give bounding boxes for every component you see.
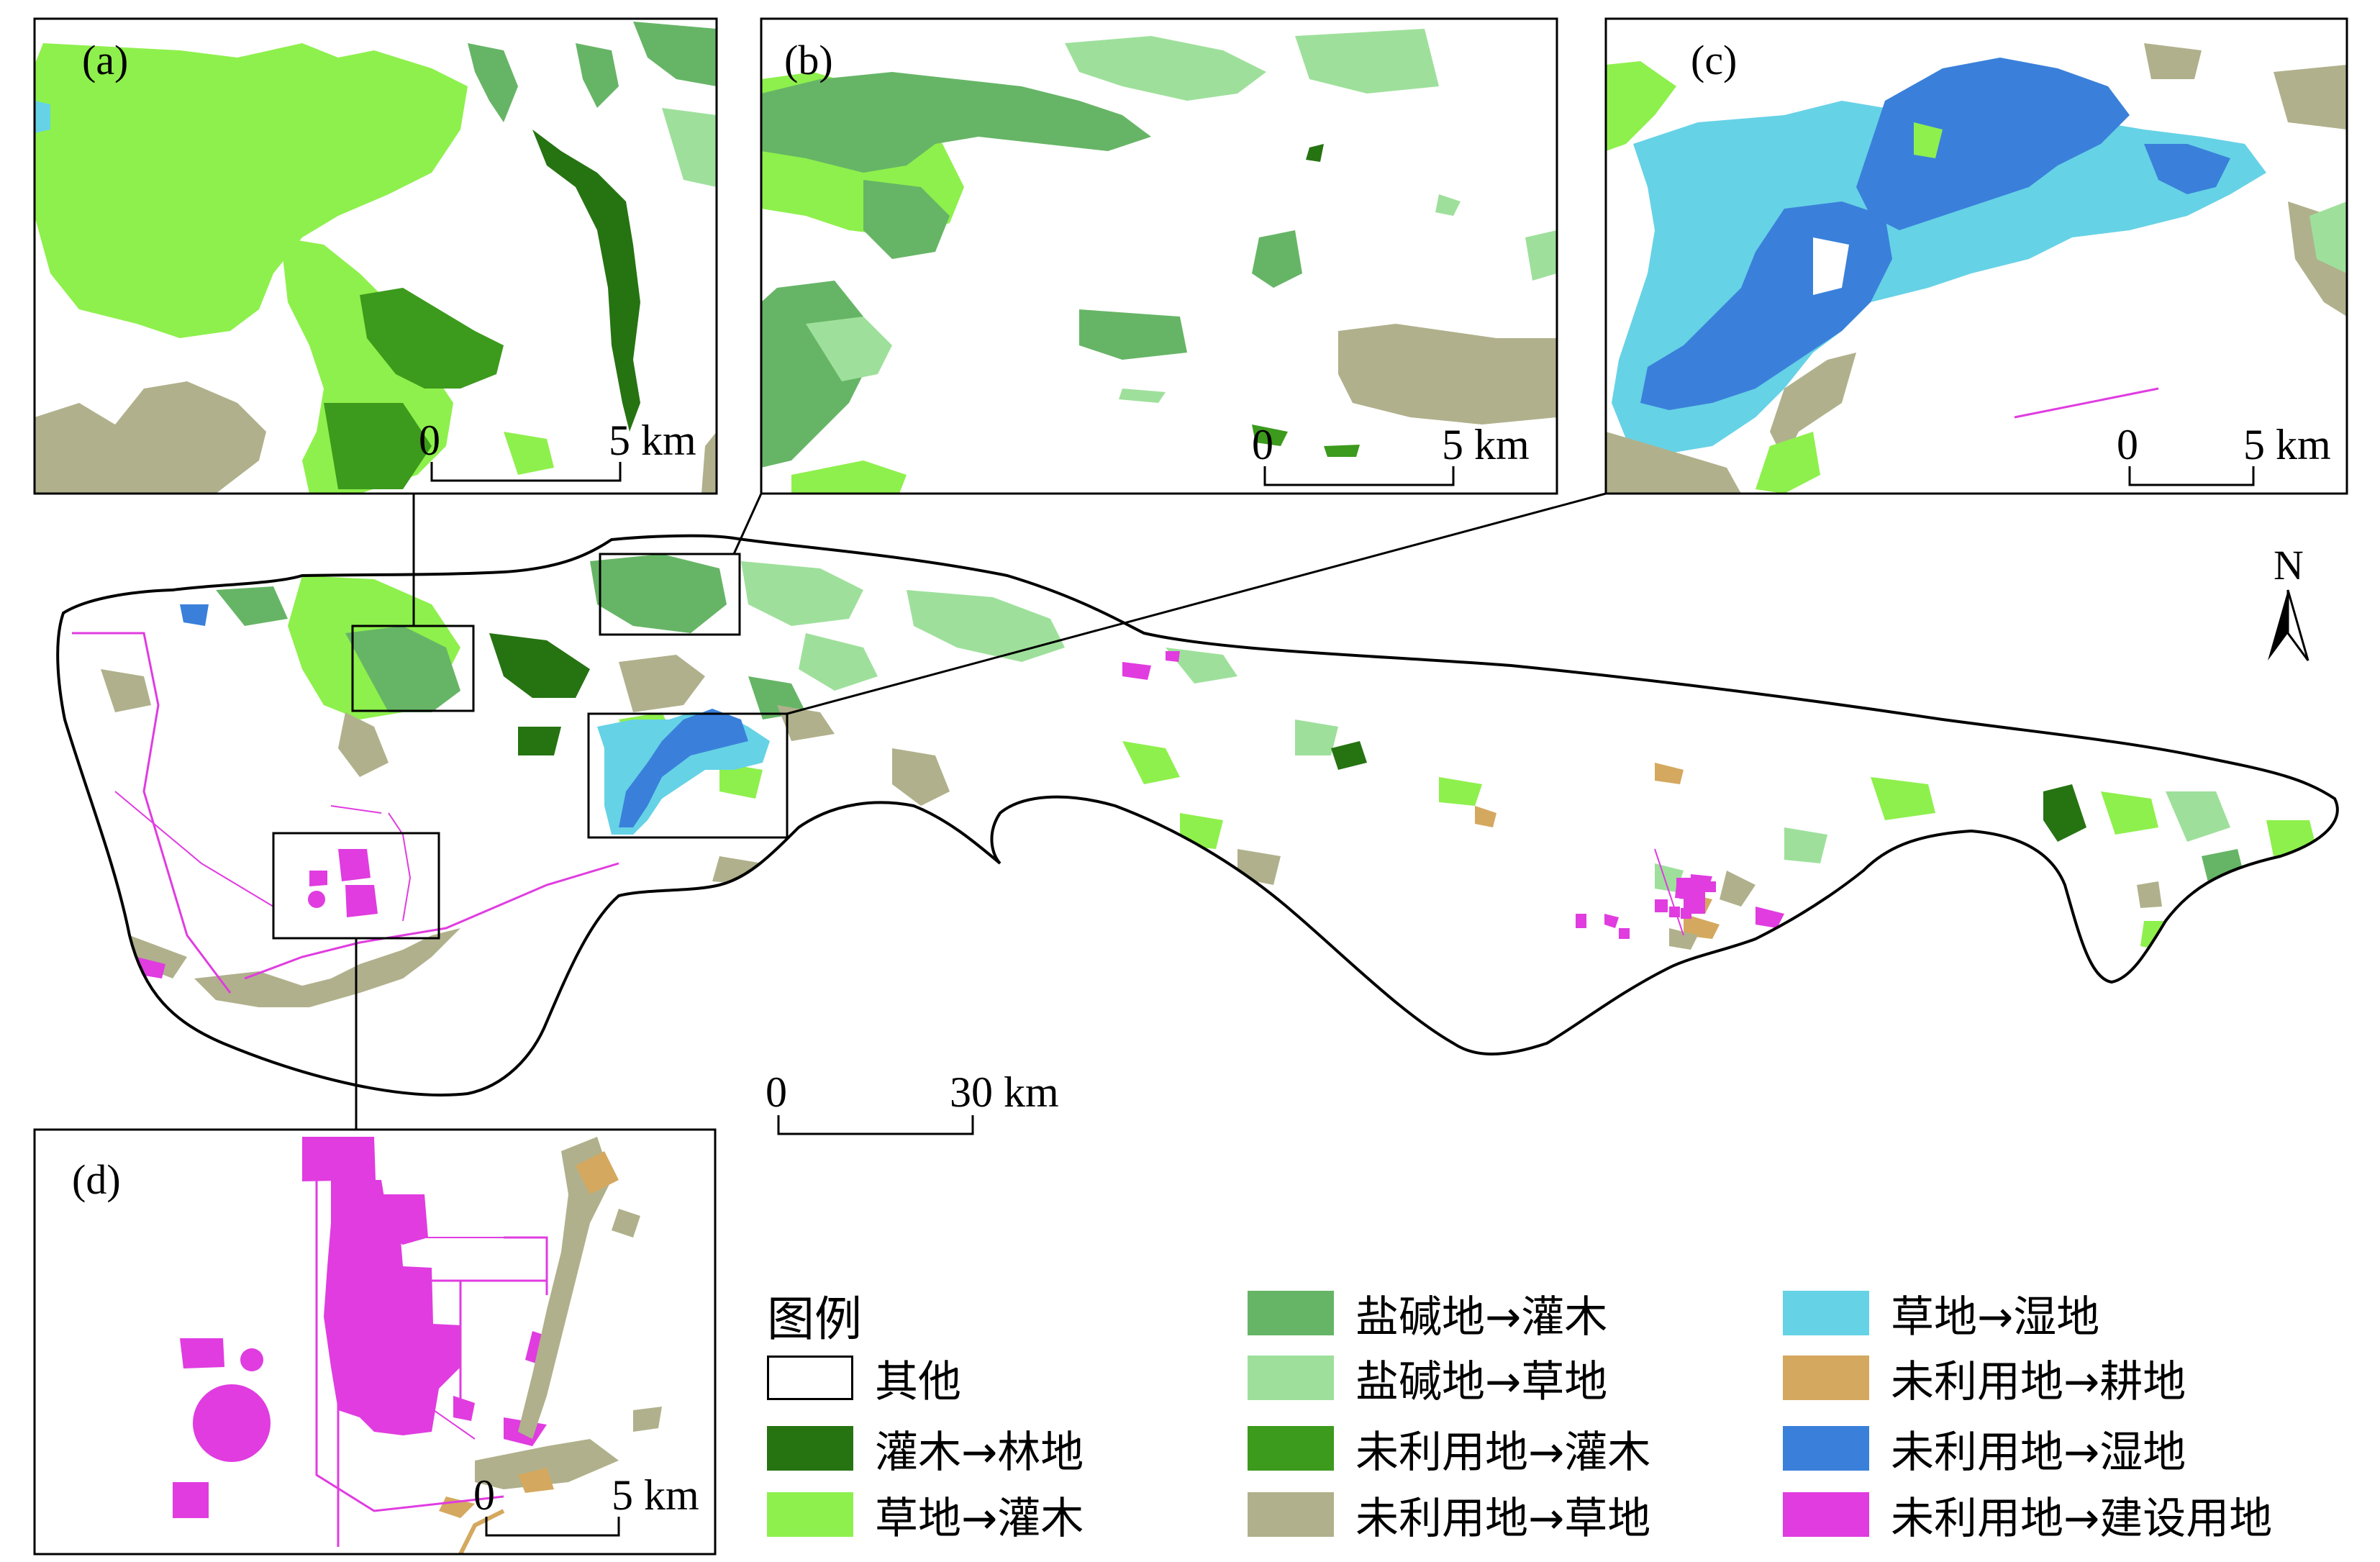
legend-label: 未利用地→灌木 [1355,1427,1651,1478]
legend-swatch [1783,1492,1869,1537]
legend-item: 草地→灌木 [767,1489,1084,1544]
scale-zero-c: 0 [2117,421,2138,468]
legend-item: 未利用地→建设用地 [1783,1489,2272,1544]
scale-bar-d [485,1517,620,1537]
inset-b-frame [760,17,1558,495]
legend-item: 灌木→林地 [767,1423,1084,1478]
legend-swatch [767,1426,853,1471]
legend-item: 草地→湿地 [1783,1288,2099,1343]
inset-d-map [35,1130,715,1554]
extent-box-c [587,712,789,839]
scale-bar-b [1263,466,1455,486]
inset-a-map [35,19,717,494]
inset-a-frame [33,17,718,495]
study-area-boundary [56,534,2339,1096]
scale-zero-a: 0 [419,417,440,464]
main-map [58,535,2338,1079]
scale-bar-main [777,1115,974,1135]
legend-swatch [1783,1291,1869,1335]
legend-swatch [1248,1426,1334,1471]
legend-label: 其他 [875,1356,961,1407]
legend-label: 未利用地→建设用地 [1891,1493,2273,1544]
scale-zero-d: 0 [473,1471,495,1519]
panel-label-c: (c) [1691,37,1738,83]
panel-label-b: (b) [784,37,833,83]
panel-label-a: (a) [82,37,129,83]
legend-item: 盐碱地→灌木 [1248,1288,1607,1343]
inset-b-map [761,19,1557,494]
scale-bar-a [430,462,622,482]
inset-c-map [1606,19,2347,494]
legend-title: 图例 [767,1291,862,1347]
legend-item: 未利用地→草地 [1248,1489,1650,1544]
extent-box-b [599,553,741,636]
scale-end-main: 30 km [950,1068,1059,1116]
legend-swatch [1248,1291,1334,1335]
scale-end-c: 5 km [2243,421,2331,468]
legend-label: 盐碱地→灌木 [1355,1291,1608,1343]
legend-label: 灌木→林地 [875,1427,1084,1478]
legend-item: 未利用地→耕地 [1783,1353,2186,1407]
scale-bar-c [2128,466,2255,486]
scale-end-d: 5 km [612,1471,699,1519]
legend-swatch [1783,1356,1869,1400]
inset-c-frame [1604,17,2348,495]
legend-swatch [767,1492,853,1537]
legend-label: 草地→灌木 [875,1493,1084,1544]
connector-c [786,492,1607,715]
legend-swatch [1248,1356,1334,1400]
scale-end-b: 5 km [1442,421,1530,468]
legend-swatch [767,1356,853,1400]
scale-end-a: 5 km [609,417,696,464]
legend-item: 未利用地→灌木 [1248,1423,1650,1478]
legend-label: 未利用地→耕地 [1891,1356,2186,1407]
inset-d-frame [33,1128,717,1556]
legend-item: 盐碱地→草地 [1248,1353,1607,1407]
legend-swatch [1783,1426,1869,1471]
legend-item: 其他 [767,1353,961,1407]
legend-item: 未利用地→湿地 [1783,1423,2186,1478]
north-arrow-icon [2268,589,2309,661]
connector-b [732,493,763,555]
legend-label: 未利用地→草地 [1355,1493,1651,1544]
north-label: N [2274,542,2304,589]
scale-zero-main: 0 [766,1068,787,1116]
legend-swatch [1248,1492,1334,1537]
scale-zero-b: 0 [1252,421,1273,468]
legend-label: 未利用地→湿地 [1891,1427,2186,1478]
legend-label: 盐碱地→草地 [1355,1356,1608,1407]
panel-label-d: (d) [72,1156,121,1203]
legend-label: 草地→湿地 [1891,1291,2100,1343]
